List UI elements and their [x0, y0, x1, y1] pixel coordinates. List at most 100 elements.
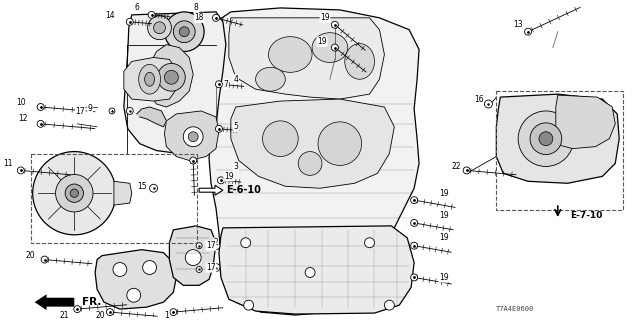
Text: 17: 17 — [206, 241, 216, 250]
Text: 19: 19 — [439, 189, 449, 198]
Polygon shape — [114, 181, 132, 205]
Circle shape — [148, 16, 172, 40]
Circle shape — [305, 268, 315, 277]
Text: 19: 19 — [320, 13, 330, 22]
Text: 8: 8 — [194, 4, 198, 12]
Circle shape — [106, 308, 113, 316]
Circle shape — [411, 197, 417, 204]
Text: 12: 12 — [18, 114, 28, 124]
Circle shape — [37, 120, 44, 127]
Polygon shape — [137, 107, 166, 127]
Polygon shape — [229, 18, 385, 99]
Text: 13: 13 — [513, 20, 523, 29]
Circle shape — [196, 267, 202, 272]
Circle shape — [37, 104, 44, 110]
Circle shape — [41, 256, 48, 263]
Polygon shape — [164, 111, 219, 161]
Circle shape — [183, 127, 203, 147]
Polygon shape — [556, 95, 615, 148]
Circle shape — [164, 70, 179, 84]
Text: 5: 5 — [234, 122, 238, 131]
Circle shape — [298, 152, 322, 175]
Circle shape — [109, 108, 115, 114]
Text: 19: 19 — [439, 233, 449, 242]
Text: 14: 14 — [105, 11, 115, 20]
Text: 15: 15 — [137, 182, 147, 191]
Text: 19: 19 — [439, 273, 449, 282]
Text: 19: 19 — [439, 212, 449, 220]
Text: E-6-10: E-6-10 — [226, 185, 260, 195]
Circle shape — [212, 14, 220, 21]
Circle shape — [189, 157, 196, 164]
Circle shape — [188, 132, 198, 142]
Circle shape — [411, 242, 417, 249]
Circle shape — [244, 300, 253, 310]
Circle shape — [164, 12, 204, 52]
Circle shape — [539, 132, 553, 146]
Ellipse shape — [345, 44, 374, 79]
Text: 20: 20 — [95, 310, 105, 320]
Text: 4: 4 — [234, 75, 238, 84]
Circle shape — [318, 122, 362, 165]
Ellipse shape — [139, 64, 161, 94]
Circle shape — [154, 22, 166, 34]
Circle shape — [411, 274, 417, 281]
Circle shape — [518, 111, 573, 166]
FancyArrow shape — [35, 294, 74, 310]
Bar — [31, 154, 197, 243]
Text: 17: 17 — [206, 263, 216, 272]
Circle shape — [126, 108, 133, 115]
Text: 19: 19 — [224, 172, 234, 181]
Circle shape — [113, 262, 127, 276]
Circle shape — [17, 167, 24, 174]
Text: T7A4E0600: T7A4E0600 — [497, 306, 534, 312]
Polygon shape — [209, 8, 419, 315]
Circle shape — [385, 300, 394, 310]
Circle shape — [332, 44, 339, 51]
Text: 17: 17 — [76, 108, 85, 116]
Circle shape — [127, 288, 141, 302]
Polygon shape — [231, 99, 394, 188]
Circle shape — [216, 125, 223, 132]
Circle shape — [212, 264, 220, 271]
Circle shape — [365, 238, 374, 248]
Circle shape — [173, 21, 195, 43]
Text: 6: 6 — [134, 4, 139, 12]
Circle shape — [150, 184, 157, 192]
Polygon shape — [170, 226, 216, 285]
Text: 9: 9 — [88, 105, 93, 114]
Circle shape — [170, 308, 177, 316]
Circle shape — [70, 189, 79, 197]
Text: FR.: FR. — [82, 297, 102, 307]
FancyArrow shape — [199, 185, 223, 195]
Text: 21: 21 — [60, 310, 69, 320]
Polygon shape — [124, 12, 226, 154]
Circle shape — [212, 242, 220, 250]
Circle shape — [241, 238, 251, 248]
Polygon shape — [148, 44, 193, 107]
Polygon shape — [219, 226, 414, 314]
Text: 16: 16 — [474, 95, 483, 104]
Text: 11: 11 — [3, 159, 13, 168]
Bar — [497, 91, 623, 210]
Circle shape — [143, 260, 157, 275]
Text: 10: 10 — [16, 98, 26, 107]
Ellipse shape — [312, 33, 348, 62]
Circle shape — [185, 250, 201, 266]
Polygon shape — [497, 94, 620, 183]
Text: 2: 2 — [214, 238, 218, 247]
Text: 20: 20 — [26, 251, 35, 260]
Text: 7: 7 — [223, 80, 228, 89]
Text: 22: 22 — [452, 162, 461, 171]
Circle shape — [262, 121, 298, 156]
Circle shape — [157, 63, 185, 91]
Text: E-7-10: E-7-10 — [570, 212, 602, 220]
Circle shape — [74, 306, 81, 313]
Circle shape — [33, 152, 116, 235]
Text: 18: 18 — [195, 13, 204, 22]
Ellipse shape — [255, 68, 285, 91]
Circle shape — [530, 123, 562, 155]
Circle shape — [411, 220, 417, 226]
Circle shape — [56, 174, 93, 212]
Circle shape — [65, 184, 83, 202]
